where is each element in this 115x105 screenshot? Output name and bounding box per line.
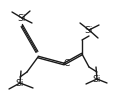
Text: C: C <box>63 58 70 68</box>
Text: Si: Si <box>84 26 92 35</box>
Text: Si: Si <box>18 14 26 22</box>
Text: Si: Si <box>16 79 24 87</box>
Text: Si: Si <box>92 75 100 83</box>
